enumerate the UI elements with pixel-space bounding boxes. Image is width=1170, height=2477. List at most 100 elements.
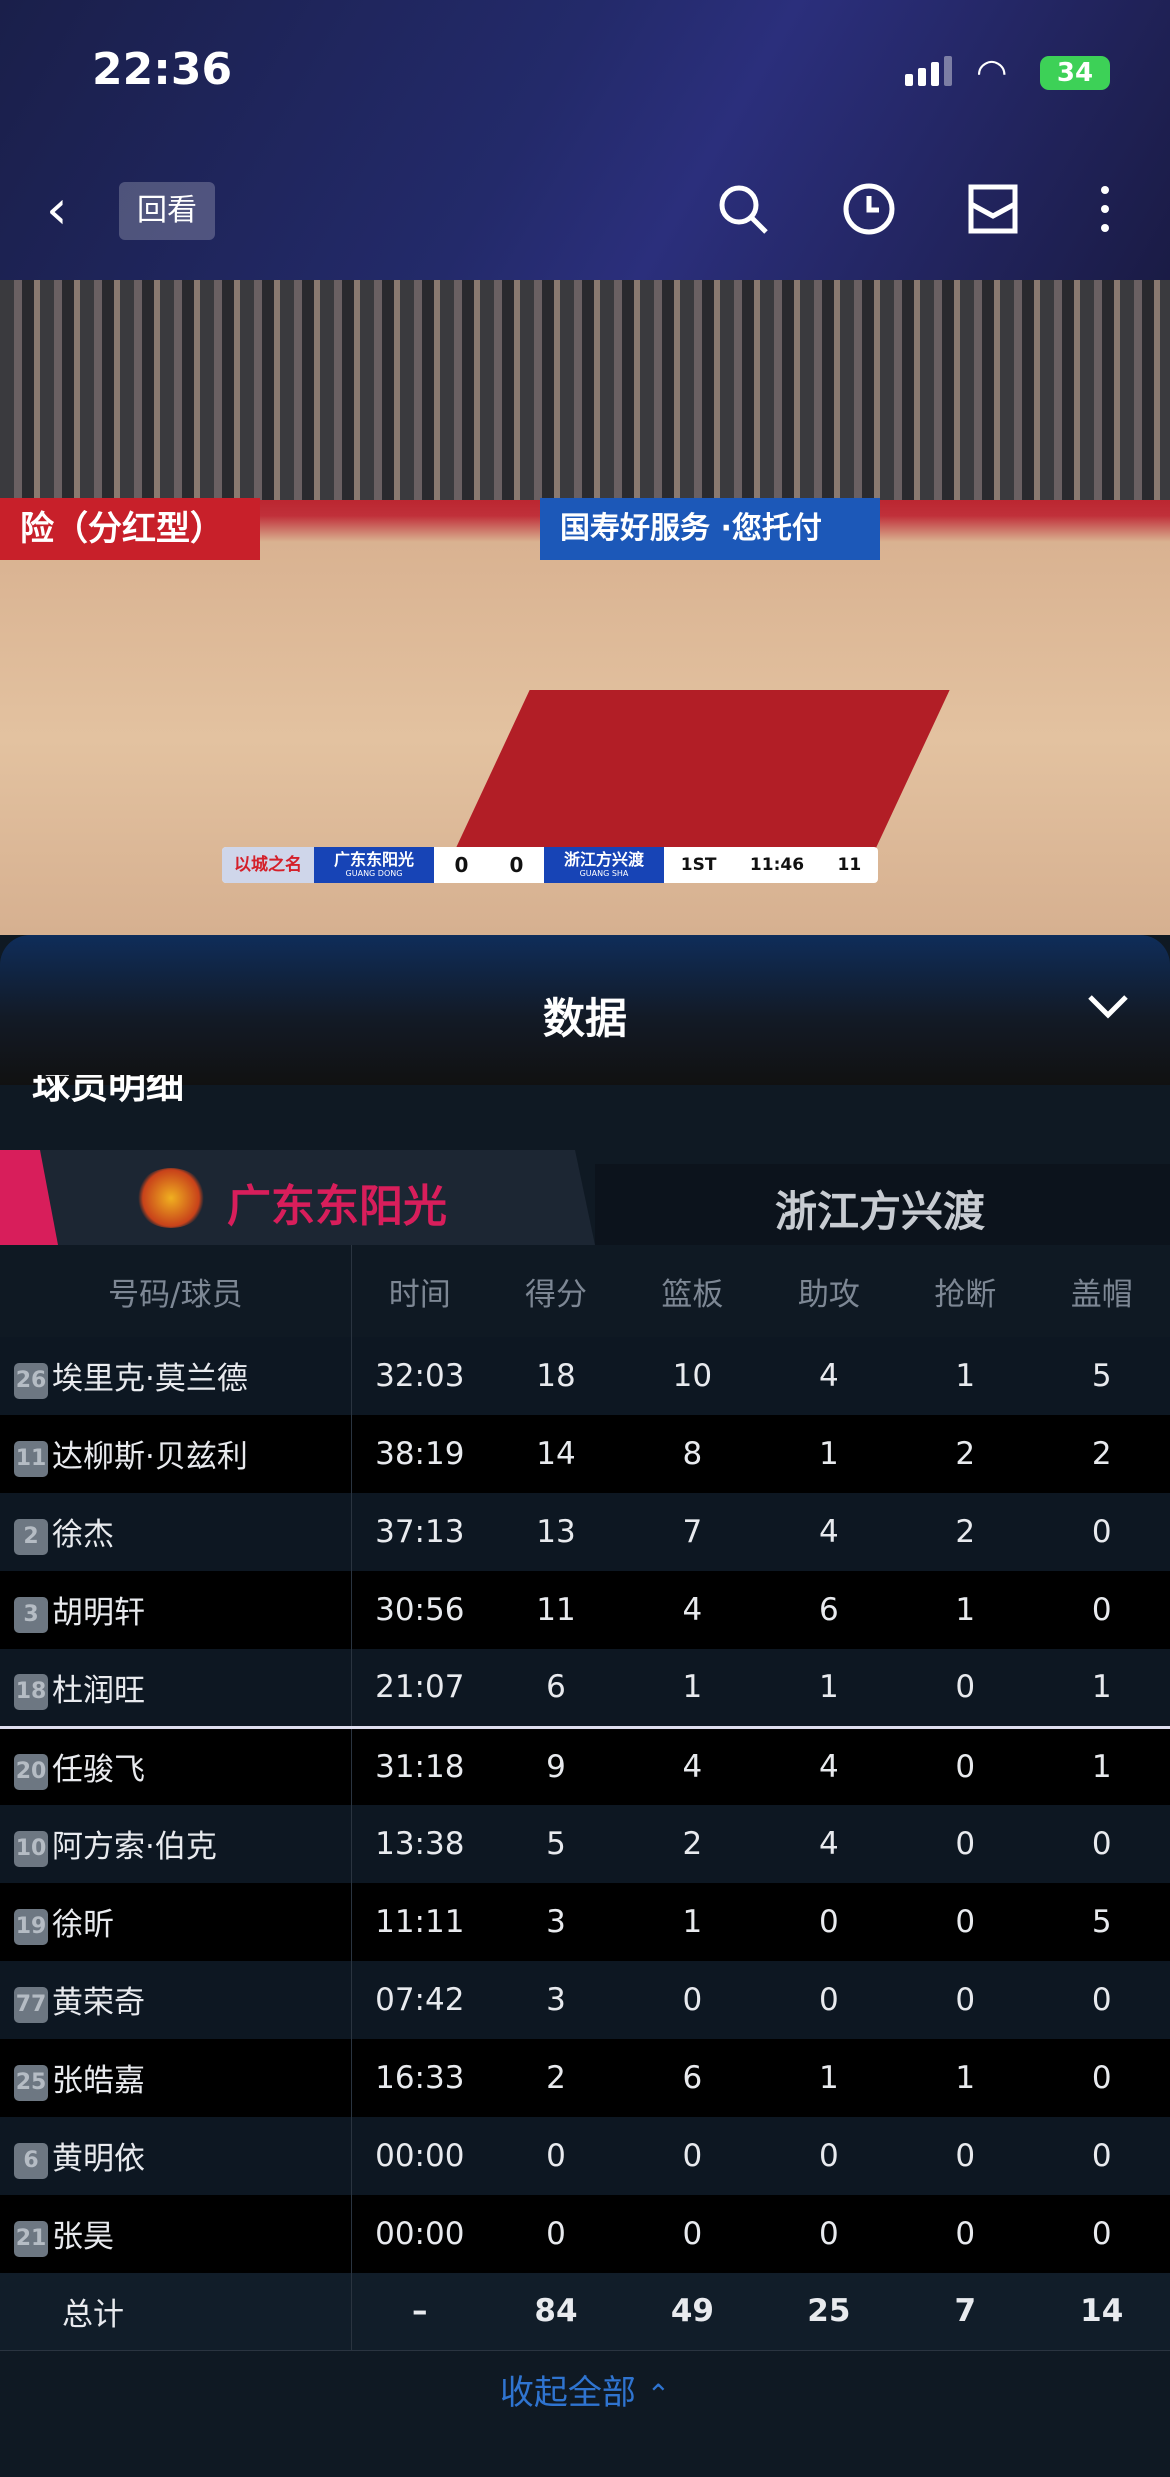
video-player[interactable]: 险（分红型） 国寿好服务 ·您托付 以城之名 广东东阳光 GUANG DONG … [0,280,1170,935]
player-name: 杜润旺 [52,1672,145,1709]
cell-blocks: 14 [1033,2273,1170,2351]
crowd-image [0,280,1170,500]
cell-assists: 0 [760,1883,898,1961]
player-name: 任骏飞 [52,1752,145,1788]
cell-player: 2 徐杰 [0,1493,352,1571]
cell-time: 38:19 [351,1415,488,1493]
battery-indicator: 34 [1040,56,1110,90]
cell-steals: 0 [897,1649,1034,1727]
cell-assists: 1 [760,2039,898,2117]
cell-blocks: 0 [1033,2195,1170,2273]
player-name: 张昊 [52,2219,114,2256]
cell-points: 0 [487,2117,625,2195]
tab-away-team[interactable]: 浙江方兴渡 [595,1164,1170,1245]
jersey-number: 21 [14,2220,48,2257]
table-row[interactable]: 21 张昊 00:00 0 0 0 0 0 [0,2195,1170,2273]
cell-points: 84 [487,2273,625,2351]
back-icon[interactable]: ‹ [46,178,68,241]
cell-points: 3 [487,1961,625,2039]
col-assists: 助攻 [760,1245,898,1337]
cell-assists: 0 [760,2117,898,2195]
cell-rebounds: 0 [624,2195,761,2273]
cell-points: 3 [487,1883,625,1961]
collapse-label: 收起全部 [499,2373,636,2413]
player-name: 胡明轩 [52,1595,145,1632]
collapse-all-button[interactable]: 收起全部 ⌃ [0,2365,1170,2414]
table-row[interactable]: 10 阿方索·伯克 13:38 5 2 4 0 0 [0,1805,1170,1883]
mailbox-icon[interactable] [964,180,1022,238]
cell-rebounds: 2 [624,1805,761,1883]
cell-time: 32:03 [351,1337,488,1415]
cell-blocks: 0 [1033,1493,1170,1571]
cell-player: 6 黄明依 [0,2117,352,2195]
more-icon[interactable] [1076,180,1134,238]
cell-rebounds: 1 [624,1649,761,1727]
table-row[interactable]: 25 张皓嘉 16:33 2 6 1 1 0 [0,2039,1170,2117]
cell-steals: 7 [897,2273,1034,2351]
jersey-number: 11 [14,1440,48,1477]
cell-assists: 4 [760,1805,898,1883]
panel-title: 数据 [542,994,627,1043]
chevron-up-icon: ⌃ [646,2378,671,2411]
game-clock: 11:46 [749,855,805,875]
cell-player: 11 达柳斯·贝兹利 [0,1415,352,1493]
cell-blocks: 0 [1033,2039,1170,2117]
cell-player: 10 阿方索·伯克 [0,1805,352,1883]
cell-points: 0 [487,2195,625,2273]
totals-row: 总计 – 84 49 25 7 14 [0,2273,1170,2351]
cell-rebounds: 0 [624,2117,761,2195]
table-row[interactable]: 19 徐昕 11:11 3 1 0 0 5 [0,1883,1170,1961]
jersey-number: 26 [14,1362,48,1399]
table-row[interactable]: 26 埃里克·莫兰德 32:03 18 10 4 1 5 [0,1337,1170,1415]
cell-rebounds: 1 [624,1883,761,1961]
cell-assists: 4 [760,1337,898,1415]
cell-assists: 1 [760,1649,898,1727]
cell-blocks: 0 [1033,1805,1170,1883]
cell-blocks: 0 [1033,1571,1170,1649]
cell-assists: 4 [760,1725,898,1805]
player-name: 张皓嘉 [52,2063,145,2100]
cell-time: 21:07 [351,1649,488,1727]
table-row[interactable]: 77 黄荣奇 07:42 3 0 0 0 0 [0,1961,1170,2039]
cell-player: 26 埃里克·莫兰德 [0,1337,352,1415]
table-row[interactable]: 20 任骏飞 31:18 9 4 4 0 1 [0,1725,1170,1805]
cell-player: 19 徐昕 [0,1883,352,1961]
cell-rebounds: 49 [624,2273,761,2351]
cell-time: 31:18 [351,1725,488,1805]
table-row[interactable]: 18 杜润旺 21:07 6 1 1 0 1 [0,1649,1170,1727]
away-score: 0 [509,853,524,877]
jersey-number: 6 [14,2142,48,2179]
cell-assists: 25 [760,2273,898,2351]
team-logo [135,1168,207,1228]
table-row[interactable]: 3 胡明轩 30:56 11 4 6 1 0 [0,1571,1170,1649]
status-time: 22:36 [92,44,233,95]
section-title: 球员明细 [32,1075,185,1107]
replay-button[interactable]: 回看 [119,182,215,240]
cell-time: – [351,2273,488,2351]
cell-steals: 1 [897,1337,1034,1415]
chevron-down-icon[interactable] [1086,981,1130,1032]
cell-steals: 2 [897,1415,1034,1493]
player-name: 黄荣奇 [52,1985,145,2022]
search-icon[interactable] [714,180,772,238]
cell-steals: 0 [897,1805,1034,1883]
home-team-name: 广东东阳光 [333,850,414,869]
ad-board: 国寿好服务 ·您托付 [540,498,880,560]
table-row[interactable]: 6 黄明依 00:00 0 0 0 0 0 [0,2117,1170,2195]
score-bug-home: 广东东阳光 GUANG DONG [314,847,434,883]
history-clock-icon[interactable] [840,180,898,238]
cell-blocks: 0 [1033,2117,1170,2195]
cell-points: 18 [487,1337,625,1415]
table-row[interactable]: 2 徐杰 37:13 13 7 4 2 0 [0,1493,1170,1571]
home-score: 0 [454,853,469,877]
cell-player: 77 黄荣奇 [0,1961,352,2039]
col-player: 号码/球员 [0,1245,352,1337]
cell-rebounds: 7 [624,1493,761,1571]
col-steals: 抢断 [897,1245,1034,1337]
jersey-number: 2 [14,1518,48,1555]
cell-rebounds: 10 [624,1337,761,1415]
cell-assists: 0 [760,1961,898,2039]
tab-home-team[interactable]: 广东东阳光 [0,1150,595,1245]
cell-points: 9 [487,1725,625,1805]
table-row[interactable]: 11 达柳斯·贝兹利 38:19 14 8 1 2 2 [0,1415,1170,1493]
